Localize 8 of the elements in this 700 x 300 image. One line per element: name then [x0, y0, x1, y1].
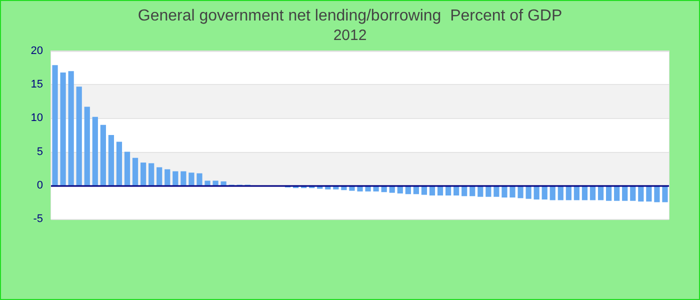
y-tick-label: -5	[33, 213, 43, 225]
chart-subtitle: 2012	[333, 27, 367, 44]
y-tick-label: 5	[36, 146, 43, 158]
y-tick-label: 0	[36, 179, 43, 192]
y-tick-label: 10	[30, 112, 43, 124]
y-tick-label: 15	[30, 78, 43, 91]
chart-title: General government net lending/borrowing Percent of GDP	[138, 8, 562, 24]
y-tick-label: 20	[30, 45, 43, 57]
